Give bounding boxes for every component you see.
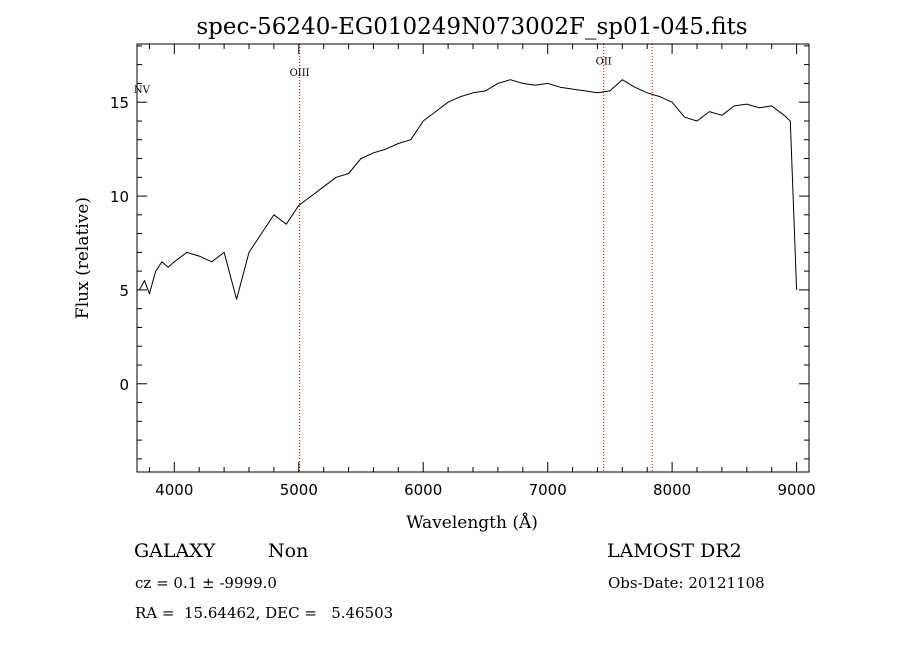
x-axis: 4000 5000 6000 7000 8000 9000 (148, 44, 816, 499)
chart-title: spec-56240-EG010249N073002F_sp01-045.fit… (196, 14, 747, 40)
x-axis-label: Wavelength (Å) (406, 512, 538, 533)
coordinates: RA = 15.64462, DEC = 5.46503 (135, 604, 394, 622)
x-tick-label: 4000 (155, 481, 193, 499)
x-tick-label: 9000 (778, 481, 816, 499)
line-labels: NV OIII OII (134, 57, 612, 96)
emission-line-label: OIII (290, 68, 310, 79)
emission-line-label: OII (596, 57, 612, 68)
y-axis-label: Flux (relative) (73, 197, 93, 319)
survey-name: LAMOST DR2 (607, 540, 742, 562)
y-tick-label: 15 (110, 94, 129, 112)
x-tick-label: 6000 (404, 481, 442, 499)
y-tick-label: 0 (119, 376, 129, 394)
emission-line-label: NV (134, 85, 151, 96)
x-tick-label: 5000 (280, 481, 318, 499)
emission-lines (299, 44, 653, 472)
x-tick-label: 8000 (653, 481, 691, 499)
object-class: GALAXY (134, 540, 216, 562)
spectrum-line (139, 79, 798, 300)
plot-frame (136, 43, 810, 473)
y-axis: 0 5 10 15 (110, 45, 809, 460)
y-tick-label: 5 (119, 282, 129, 300)
y-tick-label: 10 (110, 188, 129, 206)
observation-date: Obs-Date: 20121108 (608, 574, 765, 592)
x-tick-label: 7000 (529, 481, 567, 499)
object-subclass: Non (268, 540, 309, 562)
redshift-info: cz = 0.1 ± -9999.0 (135, 574, 277, 592)
